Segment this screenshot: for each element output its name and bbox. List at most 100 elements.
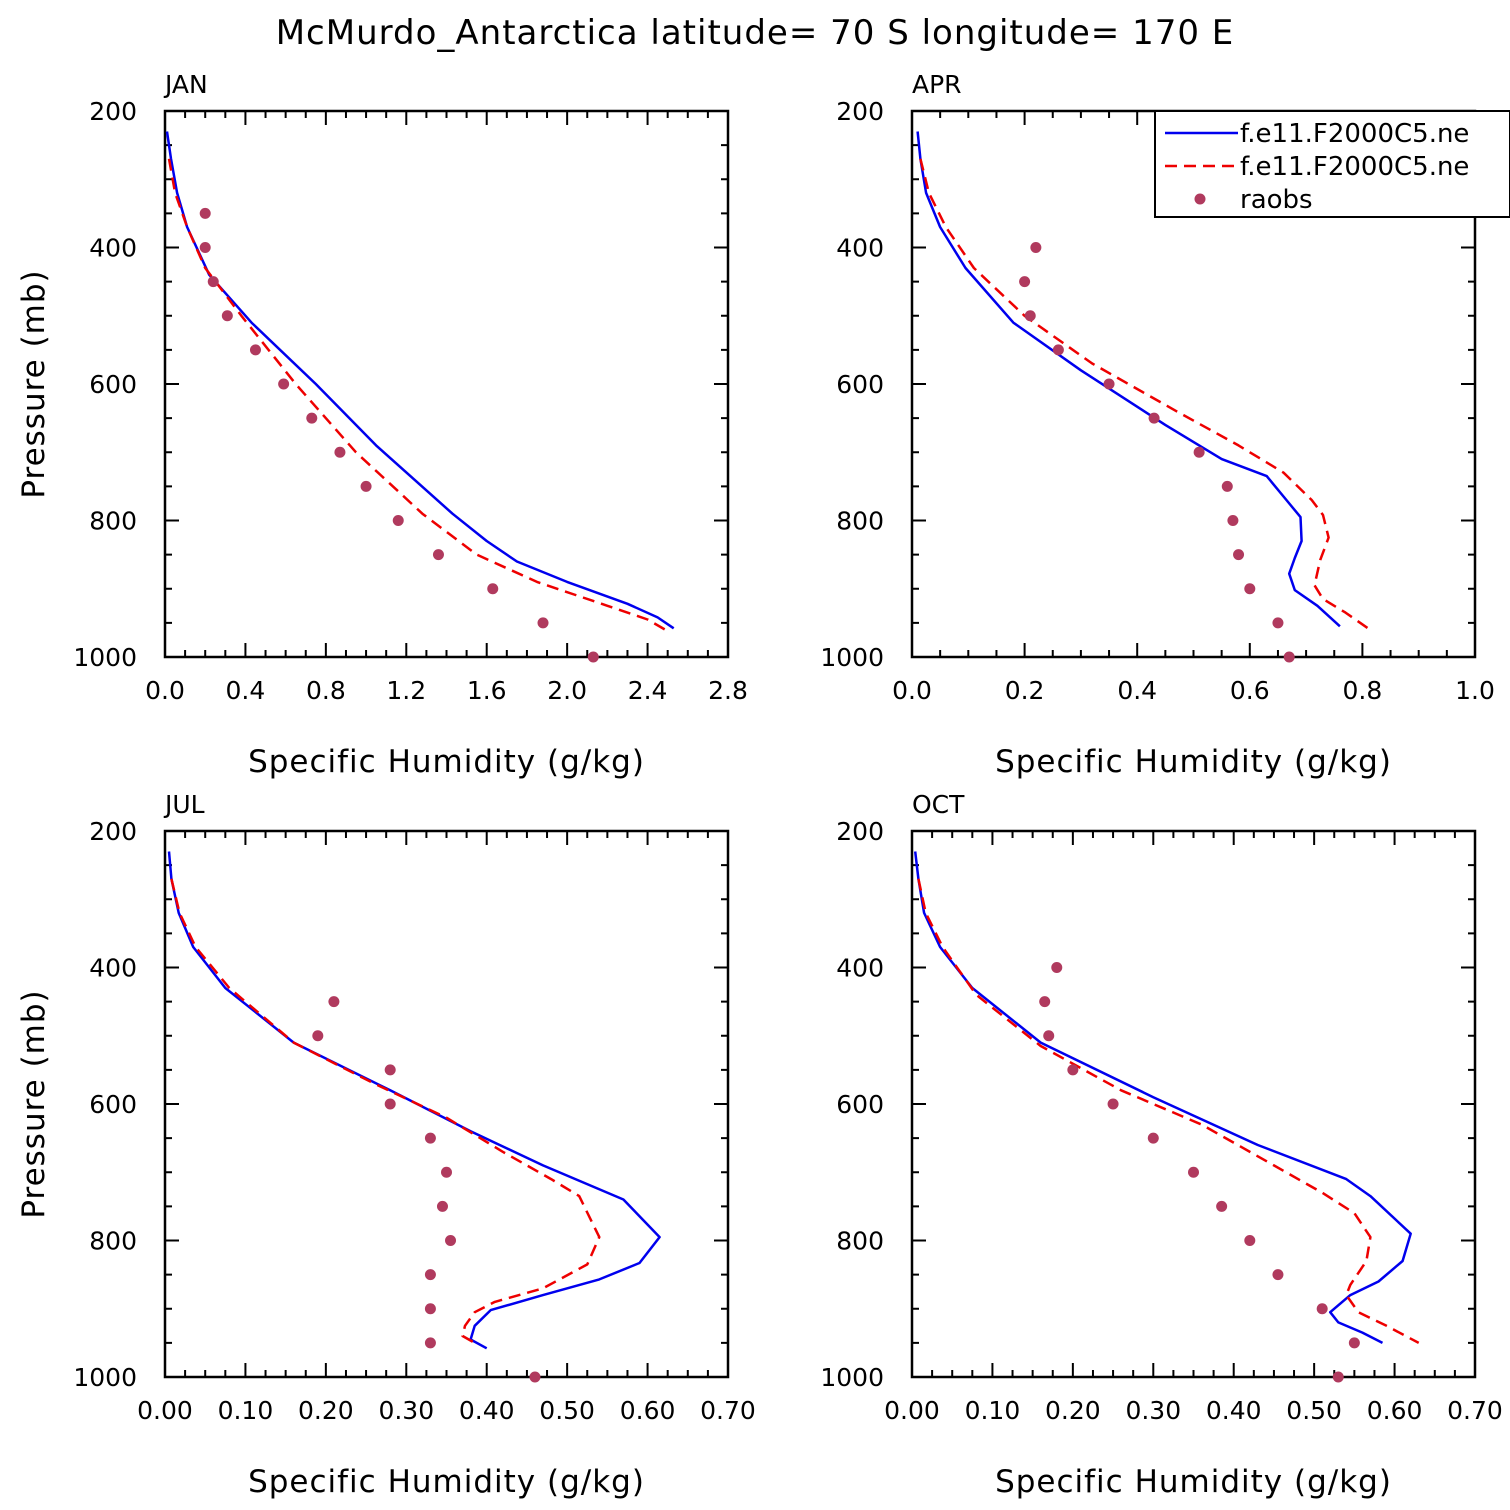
data-point: [1107, 1098, 1119, 1110]
data-point: [445, 1235, 457, 1246]
y-tick-label: 400: [89, 234, 137, 263]
x-tick-label: 0.70: [1447, 1396, 1503, 1425]
x-tick-label: 1.6: [467, 676, 507, 705]
data-point: [1024, 310, 1036, 322]
data-point: [587, 651, 599, 663]
series-raobs: [312, 996, 541, 1383]
y-tick-label: 600: [89, 370, 137, 399]
data-point: [1051, 962, 1063, 973]
y-tick-label: 200: [836, 817, 884, 846]
series-raobs: [1019, 242, 1295, 663]
panel-label: OCT: [912, 790, 965, 819]
data-point: [1043, 1030, 1055, 1042]
series-line-dashed: [167, 158, 669, 633]
x-tick-label: 0.30: [1125, 1396, 1181, 1425]
data-point: [1283, 651, 1295, 663]
data-point: [424, 1269, 436, 1281]
data-point: [1052, 344, 1064, 356]
series-line-solid: [167, 851, 661, 1350]
y-tick-label: 400: [836, 954, 884, 983]
data-point: [424, 1132, 436, 1144]
x-axis-title: Specific Humidity (g/kg): [995, 1464, 1392, 1500]
data-point: [1316, 1303, 1328, 1315]
series-line-solid: [916, 131, 1341, 628]
data-point: [441, 1166, 452, 1178]
series-line-solid: [913, 851, 1412, 1345]
series-line-dashed: [917, 878, 1420, 1345]
series-raobs: [199, 207, 599, 663]
legend-label: f.e11.F2000C5.ne: [1240, 119, 1469, 149]
data-point: [221, 310, 233, 322]
panels: JAN 0.0 0.4 0.8 1.2 1.6 2.0 2.4 2.8 200 400 600 800 1…: [16, 70, 1503, 1500]
y-tick-label: 1000: [820, 1363, 884, 1392]
panel-label: JUL: [163, 790, 205, 819]
data-point: [487, 583, 499, 595]
legend-label: f.e11.F2000C5.ne: [1240, 152, 1469, 182]
panel-jul: JUL 0.00 0.10 0.20 0.30 0.40 0.50 0.60 0.70 200 40…: [16, 790, 756, 1500]
y-tick-label: 1000: [73, 643, 137, 672]
data-point: [424, 1337, 436, 1349]
x-axis-title: Specific Humidity (g/kg): [248, 744, 645, 780]
y-axis-title: Pressure (mb): [16, 989, 52, 1218]
data-point: [1332, 1371, 1344, 1383]
x-tick-label: 2.8: [708, 676, 748, 705]
data-point: [1030, 242, 1042, 253]
y-tick-label: 400: [836, 234, 884, 263]
x-tick-label: 0.50: [1286, 1396, 1342, 1425]
x-tick-label: 0.20: [1045, 1396, 1101, 1425]
x-tick-label: 1.2: [386, 676, 426, 705]
data-point: [1221, 480, 1233, 492]
x-tick-label: 0.2: [1005, 676, 1045, 705]
x-tick-label: 0.20: [298, 1396, 354, 1425]
series-line-solid: [165, 131, 675, 630]
legend-label: raobs: [1240, 185, 1313, 215]
x-tick-label: 0.60: [1367, 1396, 1423, 1425]
y-tick-label: 600: [836, 370, 884, 399]
data-point: [334, 446, 346, 458]
panel-label: APR: [912, 70, 962, 99]
plot-frame: [163, 109, 730, 659]
x-tick-label: 0.40: [1206, 1396, 1262, 1425]
x-axis-title: Specific Humidity (g/kg): [248, 1464, 645, 1500]
panel-oct: OCT 0.00 0.10 0.20 0.30 0.40 0.50 0.60 0.70 200 40…: [820, 790, 1502, 1500]
data-point: [312, 1030, 324, 1042]
x-tick-label: 2.0: [547, 676, 587, 705]
y-tick-label: 400: [89, 954, 137, 983]
x-tick-label: 0.0: [892, 676, 932, 705]
data-point: [384, 1098, 396, 1110]
x-tick-label: 0.10: [965, 1396, 1021, 1425]
data-point: [1348, 1337, 1360, 1349]
y-tick-label: 200: [89, 817, 137, 846]
y-tick-label: 600: [89, 1090, 137, 1119]
data-point: [306, 412, 318, 424]
data-point: [1272, 617, 1284, 629]
data-point: [1067, 1064, 1079, 1076]
x-tick-label: 1.0: [1455, 676, 1495, 705]
x-tick-label: 0.50: [539, 1396, 595, 1425]
y-tick-label: 600: [836, 1090, 884, 1119]
data-point: [1227, 515, 1239, 526]
data-point: [529, 1371, 541, 1383]
data-point: [1147, 1132, 1159, 1144]
y-axis-title: Pressure (mb): [16, 269, 52, 498]
data-point: [1019, 276, 1031, 288]
y-tick-label: 200: [836, 97, 884, 126]
plot-frame: [910, 829, 1477, 1379]
x-tick-label: 0.40: [459, 1396, 515, 1425]
data-point: [1148, 412, 1160, 424]
series-raobs: [1039, 962, 1360, 1383]
data-point: [424, 1303, 436, 1315]
x-tick-label: 0.6: [1230, 676, 1270, 705]
x-tick-label: 0.0: [145, 676, 185, 705]
y-tick-label: 800: [836, 507, 884, 536]
x-tick-label: 0.10: [218, 1396, 274, 1425]
data-point: [1193, 446, 1205, 458]
x-tick-label: 0.8: [1343, 676, 1383, 705]
x-tick-label: 0.00: [137, 1396, 193, 1425]
panel-jan: JAN 0.0 0.4 0.8 1.2 1.6 2.0 2.4 2.8 200 400 600 800 1…: [16, 70, 748, 780]
x-tick-label: 2.4: [628, 676, 668, 705]
plot-frame: [163, 829, 730, 1379]
x-tick-label: 0.00: [884, 1396, 940, 1425]
